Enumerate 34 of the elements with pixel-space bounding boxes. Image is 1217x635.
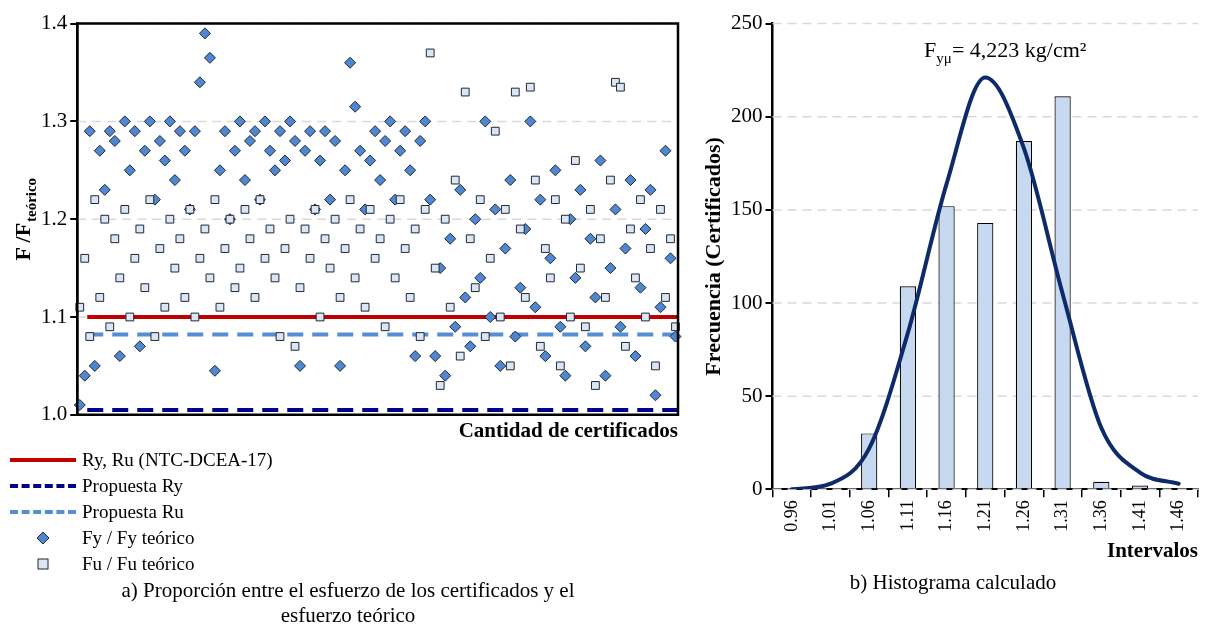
x-tick-label: 1.16 — [935, 500, 956, 532]
x-tick-label: 1.01 — [819, 500, 840, 532]
y-tick-label: 200 — [731, 103, 763, 128]
y-tick-label: 0 — [752, 475, 763, 500]
y-tick-label: 50 — [741, 382, 763, 407]
legend-label: Propuesta Ry — [82, 475, 184, 497]
x-tick-label: 1.26 — [1012, 500, 1033, 532]
x-tick-label: 1.06 — [857, 500, 878, 532]
line-series — [789, 75, 1181, 490]
x-tick-label: 1.41 — [1128, 500, 1149, 532]
legend-label: Fy / Fy teórico — [82, 527, 195, 549]
y-tick-label: 250 — [731, 10, 763, 35]
legend-label: Fu / Fu teórico — [82, 553, 195, 575]
y-axis-title: F /Fteórico — [9, 177, 39, 261]
x-tick-label: 1.36 — [1090, 500, 1111, 532]
y-tick-label: 100 — [731, 289, 763, 314]
y-tick-label: 150 — [731, 196, 763, 221]
x-axis-title: Cantidad de certificados — [458, 417, 678, 442]
x-tick-label: 0.96 — [780, 500, 801, 532]
y-tick-label: 1.0 — [41, 401, 68, 426]
x-tick-label: 1.21 — [973, 500, 994, 532]
text: b) Histograma calculado — [848, 569, 1058, 595]
y-tick-label: 1.4 — [41, 10, 68, 35]
y-tick-label: 1.1 — [41, 303, 68, 328]
text: a) Proporción entre el esfuerzo de los certificados y el esfuerzo teórico — [120, 577, 576, 628]
x-tick-label: 1.31 — [1051, 500, 1072, 532]
y-tick-label: 1.2 — [41, 205, 68, 230]
x-tick-label: 1.46 — [1167, 500, 1188, 532]
y-tick-label: 1.3 — [41, 107, 68, 132]
y-axis-title: Frecuencia (Certificados) — [699, 137, 725, 376]
legend-label: Propuesta Ru — [82, 501, 184, 523]
x-tick-label: 1.11 — [896, 500, 917, 532]
x-axis-title: Intervalos — [1107, 537, 1198, 562]
legend-label: Ry, Ru (NTC-DCEA-17) — [82, 449, 273, 471]
